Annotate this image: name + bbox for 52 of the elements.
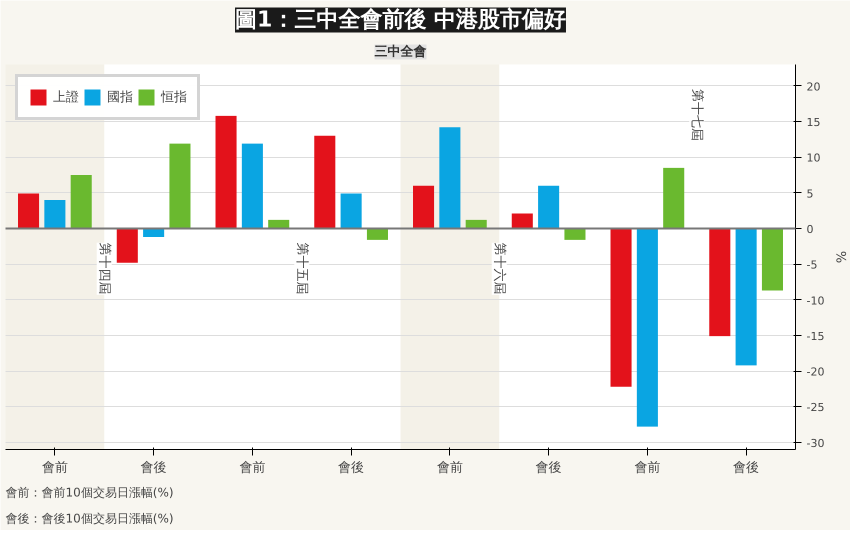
annotation: 第十五屆 [294, 242, 310, 295]
bar [413, 186, 434, 228]
y-tick-label: 20 [806, 80, 820, 94]
x-tick-label: 會前 [42, 460, 68, 476]
y-tick-label: 10 [806, 152, 820, 165]
text: 會後：會後10個交易日漲幅(%) [6, 512, 174, 526]
y-tick-label: -30 [806, 436, 824, 450]
y-tick-label: -5 [806, 258, 818, 272]
bar [116, 228, 138, 263]
bar [762, 228, 783, 291]
chart-subtitle: 三中全會 [374, 44, 426, 60]
annotation: 第十六屆 [492, 242, 507, 295]
x-tick-label: 會後 [338, 460, 364, 476]
bar [564, 228, 586, 240]
legend-label: 上證 [53, 89, 79, 106]
bar [216, 116, 237, 228]
bar [169, 144, 190, 228]
bar [314, 136, 336, 228]
x-tick-label: 會後 [140, 460, 167, 476]
chart-title: 圖1：三中全會前後 中港股市偏好 [235, 6, 566, 32]
bar [709, 228, 730, 336]
bar [663, 168, 684, 228]
bar [44, 200, 66, 228]
bar [538, 186, 560, 228]
bar [439, 127, 460, 228]
bar [340, 194, 362, 228]
y-tick-label: -10 [806, 294, 824, 308]
bar [70, 175, 92, 228]
text: 會前：會前10個交易日漲幅(%) [6, 486, 174, 500]
x-tick-label: 會前 [239, 460, 266, 476]
y-tick-label: 15 [806, 116, 820, 130]
bar [636, 228, 658, 427]
bar [242, 144, 263, 228]
annotation: 第十四屆 [96, 242, 112, 295]
y-tick-label: 0 [806, 222, 814, 236]
y-axis-title: % [832, 250, 848, 264]
legend-label: 恒指 [161, 89, 187, 106]
bar [736, 228, 757, 366]
bar [366, 228, 388, 240]
x-tick-label: 會前 [634, 460, 660, 476]
legend-label: 國指 [107, 89, 133, 106]
bar [512, 214, 533, 228]
y-tick-label: 5 [806, 187, 814, 200]
x-tick-label: 會後 [536, 460, 562, 476]
y-tick-label: -25 [806, 401, 824, 414]
x-tick-label: 會前 [436, 460, 463, 476]
y-tick-label: -15 [806, 330, 824, 343]
x-tick-label: 會後 [733, 460, 760, 476]
bar [610, 228, 632, 387]
annotation: 第十七屆 [689, 89, 704, 142]
y-tick-label: -20 [806, 366, 824, 379]
bar [18, 194, 40, 228]
